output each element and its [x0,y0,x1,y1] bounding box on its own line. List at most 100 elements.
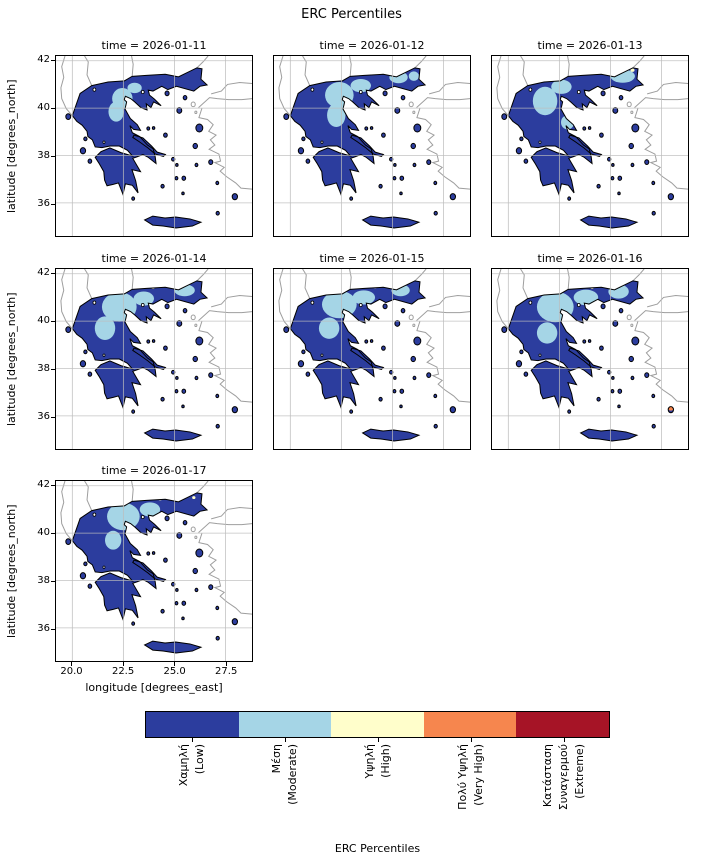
subplot-2026-01-11: time = 2026-01-11 latitude [degrees_nort… [5,39,253,237]
aegean-island [177,108,182,114]
colorbar-tick-label-moderate: Μέση (Moderate) [269,744,299,805]
lake [321,354,323,356]
aegean-island [298,148,303,154]
aegean-island [516,147,522,154]
crete-island [581,429,637,441]
aegean-island [171,370,175,375]
aegean-island [182,389,186,393]
aegean-island [450,193,456,200]
aegean-island [284,114,289,120]
percentile-patch-moderate [94,316,116,341]
aegean-island [617,389,622,394]
aegean-island [668,194,673,200]
y-tick-mark [51,580,55,582]
euboea-island [351,135,384,156]
aegean-island [216,394,219,397]
colorbar-tick-mark [284,738,286,742]
aegean-island [209,585,213,590]
aegean-island [413,376,416,379]
aegean-island [568,197,571,200]
aegean-island [378,184,383,189]
aegean-island [302,350,305,354]
aegean-island [232,619,237,625]
lake [539,354,541,356]
lakes [529,301,580,356]
aegean-island [171,582,175,587]
aegean-island [160,609,165,614]
aegean-island [601,91,605,96]
euboea-island [569,135,602,156]
neighbor-coastlines [61,56,252,189]
y-tick-label: 38 [37,574,50,586]
lake [93,88,96,91]
aegean-island [601,304,605,309]
aegean-island [619,96,623,100]
percentile-patch-moderate [408,71,419,81]
aegean-island [160,184,165,189]
aegean-island [516,361,521,367]
euboea-island [351,348,384,369]
percentile-patch-moderate [391,284,410,297]
aegean-island [132,197,135,200]
mainland-greece [72,67,208,195]
greece-coastline [66,281,238,441]
aegean-island [183,308,187,313]
subplot-2026-01-15: time = 2026-01-15 [273,252,471,450]
aegean-island [501,326,507,333]
aegean-island [83,561,88,566]
aegean-island [182,176,186,180]
aegean-island [394,107,400,114]
aegean-island [516,148,521,154]
aegean-island [411,143,415,148]
subplot-title: time = 2026-01-11 [101,39,207,52]
aegean-island [618,405,620,408]
aegean-island [600,133,604,137]
map-canvas [491,268,689,450]
aegean-island [395,321,400,327]
aegean-island [208,159,213,165]
colorbar-tick-label-low: Χαμηλή (Low) [176,744,206,787]
percentile-patch-moderate [608,284,629,299]
euboea-island [133,560,166,581]
aegean-island [66,539,71,545]
lake [103,141,105,143]
aegean-island [613,108,618,114]
aegean-island [232,406,238,413]
x-axis-label: longitude [degrees_east] [85,681,223,694]
lake [577,90,580,93]
y-tick-label: 38 [37,362,50,374]
subplot-2026-01-17: time = 2026-01-17 latitude [degrees_nort… [5,464,253,694]
aegean-island [298,361,303,367]
aegean-island [175,602,178,605]
y-tick-label: 42 [37,478,50,490]
colorbar-segment-moderate [238,712,332,737]
lake [577,303,580,306]
colorbar-tick-mark [191,738,193,742]
aegean-island [644,159,649,165]
aegean-island [165,91,169,96]
aegean-island [434,211,438,216]
aegean-island [176,589,178,592]
aegean-island [88,159,92,163]
aegean-island [306,159,310,163]
map-canvas [55,480,253,662]
subplot-title: time = 2026-01-14 [101,252,207,265]
y-tick-label: 40 [37,526,50,538]
aegean-island [629,143,633,148]
aegean-island [216,424,219,428]
aegean-island [182,405,184,408]
aegean-island [192,568,198,574]
aegean-island [401,96,405,100]
aegean-island [612,320,618,327]
map-canvas [55,55,253,237]
aegean-island [399,176,404,181]
aegean-island [182,192,184,195]
aegean-island [434,424,437,428]
aegean-island [379,397,382,401]
aegean-island [401,95,405,100]
aegean-island [83,136,88,141]
x-tick-label: 25.0 [163,666,186,677]
percentile-patch-moderate [551,79,572,94]
aegean-island [413,163,416,166]
